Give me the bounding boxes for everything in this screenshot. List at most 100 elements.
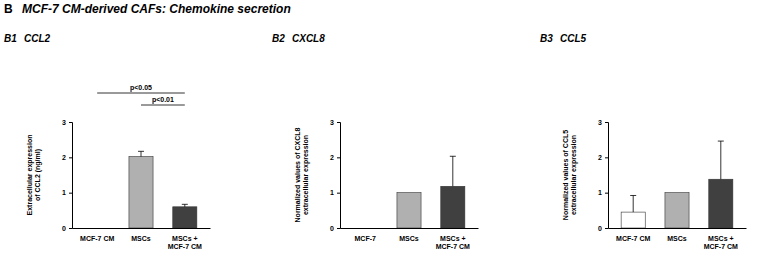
y-tick-mark (69, 228, 72, 229)
y-axis-title: Normalized values of CXCL8extracellular … (294, 127, 310, 222)
y-tick-label: 0 (62, 225, 66, 232)
bar (441, 186, 465, 228)
x-tick-label: MSCs +MCF-7 CM (704, 235, 738, 250)
y-axis-line (605, 123, 609, 229)
y-tick-label: 1 (330, 189, 334, 196)
bar (709, 179, 733, 228)
error-bar (182, 204, 188, 206)
x-tick-label: MSCs (131, 235, 151, 242)
y-tick-mark (337, 122, 340, 123)
error-bar-cap (138, 151, 144, 152)
x-tick-label: MSCs +MCF-7 CM (168, 235, 202, 250)
bar (397, 193, 421, 228)
y-tick-label: 1 (598, 189, 602, 196)
y-tick-label: 3 (62, 119, 66, 126)
x-tick: MCF-7 (354, 228, 375, 242)
x-tick: MSCs (399, 228, 419, 242)
x-tick-label: MSCs +MCF-7 CM (436, 235, 470, 250)
x-axis: MCF-7 CM MSCs MSCs +MCF-7 CM (609, 228, 747, 250)
y-tick-label: 0 (598, 225, 602, 232)
error-bar (630, 195, 636, 212)
y-tick: 0 (598, 225, 608, 232)
y-tick-label: 3 (330, 119, 334, 126)
error-bar-cap (182, 204, 188, 205)
bar (173, 207, 197, 228)
error-bar (450, 156, 456, 186)
significance-bracket (141, 105, 185, 106)
error-bar-cap (450, 156, 456, 157)
x-tick: MSCs +MCF-7 CM (704, 228, 738, 250)
y-tick: 3 (62, 119, 72, 126)
figure-label: B (4, 2, 13, 16)
x-tick-label: MCF-7 CM (80, 235, 114, 242)
y-tick-mark (605, 193, 608, 194)
y-tick: 1 (598, 189, 608, 196)
y-tick-mark (605, 228, 608, 229)
panel-title: CXCL8 (292, 33, 325, 44)
panel-label: B2 (272, 33, 285, 44)
x-tick-label: MCF-7 CM (616, 235, 650, 242)
error-bar (138, 151, 144, 156)
x-axis-line (341, 228, 479, 229)
y-tick-mark (337, 193, 340, 194)
x-tick: MCF-7 CM (80, 228, 114, 242)
x-tick: MSCs (667, 228, 687, 242)
x-tick-label: MCF-7 (354, 235, 375, 242)
y-tick: 3 (330, 119, 340, 126)
x-tick: MCF-7 CM (616, 228, 650, 242)
bars (621, 141, 733, 228)
y-tick-mark (605, 122, 608, 123)
y-tick: 1 (330, 189, 340, 196)
y-axis: 0 1 2 3 (598, 119, 608, 232)
significance-label: p<0.01 (152, 96, 174, 104)
figure: BMCF-7 CM-derived CAFs: Chemokine secret… (0, 0, 778, 256)
bar (665, 193, 689, 228)
x-tick: MSCs (131, 228, 151, 242)
x-axis: MCF-7 MSCs MSCs +MCF-7 CM (341, 228, 479, 250)
significance-bracket (97, 93, 185, 94)
bars (129, 151, 197, 228)
y-tick-label: 0 (330, 225, 334, 232)
x-tick: MSCs +MCF-7 CM (168, 228, 202, 250)
bar (353, 228, 377, 229)
x-axis-line (609, 228, 747, 229)
x-axis-line (73, 228, 211, 229)
panel: B3CCL50123MCF-7 CMMSCsMSCs +MCF-7 CMNorm… (540, 33, 747, 250)
panel-title: CCL2 (24, 33, 51, 44)
panel-label: B3 (540, 33, 553, 44)
error-bar-stem (720, 141, 721, 179)
x-tick: MSCs +MCF-7 CM (436, 228, 470, 250)
y-tick: 3 (598, 119, 608, 126)
y-tick: 0 (330, 225, 340, 232)
y-tick: 2 (598, 154, 608, 161)
y-tick: 2 (62, 154, 72, 161)
y-axis-title: Normalized values of CCL5extracellular e… (562, 130, 578, 220)
error-bar (718, 141, 724, 179)
y-axis-title: Extracellular expressionof CCL2 (ng/ml) (26, 135, 42, 216)
y-tick-mark (337, 157, 340, 158)
y-tick-mark (337, 228, 340, 229)
significance-label: p<0.05 (130, 84, 152, 92)
x-tick-label: MSCs (399, 235, 419, 242)
y-tick: 0 (62, 225, 72, 232)
panel: B1 CCL2 0 1 2 3 MCF-7 CM MSCs MSCs +MCF-7 CM Extr… (4, 33, 211, 250)
bar (129, 157, 153, 228)
y-tick-mark (605, 157, 608, 158)
panel: B2 CXCL8 0 1 2 3 MCF-7 MSCs MSCs +MCF-7 CM Normal… (272, 33, 479, 250)
y-axis-line (69, 123, 73, 229)
y-tick-mark (69, 193, 72, 194)
x-axis: MCF-7 CM MSCs MSCs +MCF-7 CM (73, 228, 211, 250)
y-tick-mark (69, 157, 72, 158)
error-bar-stem (141, 151, 142, 156)
bars (397, 156, 465, 228)
error-bar-cap (718, 141, 724, 142)
y-axis: 0 1 2 3 (62, 119, 72, 232)
y-tick: 2 (330, 154, 340, 161)
y-tick-mark (69, 122, 72, 123)
bar (85, 228, 109, 229)
y-tick-label: 3 (598, 119, 602, 126)
y-axis: 0 1 2 3 (330, 119, 340, 232)
panel-label: B1 (4, 33, 17, 44)
y-tick-label: 1 (62, 189, 66, 196)
error-bar-stem (633, 195, 634, 212)
